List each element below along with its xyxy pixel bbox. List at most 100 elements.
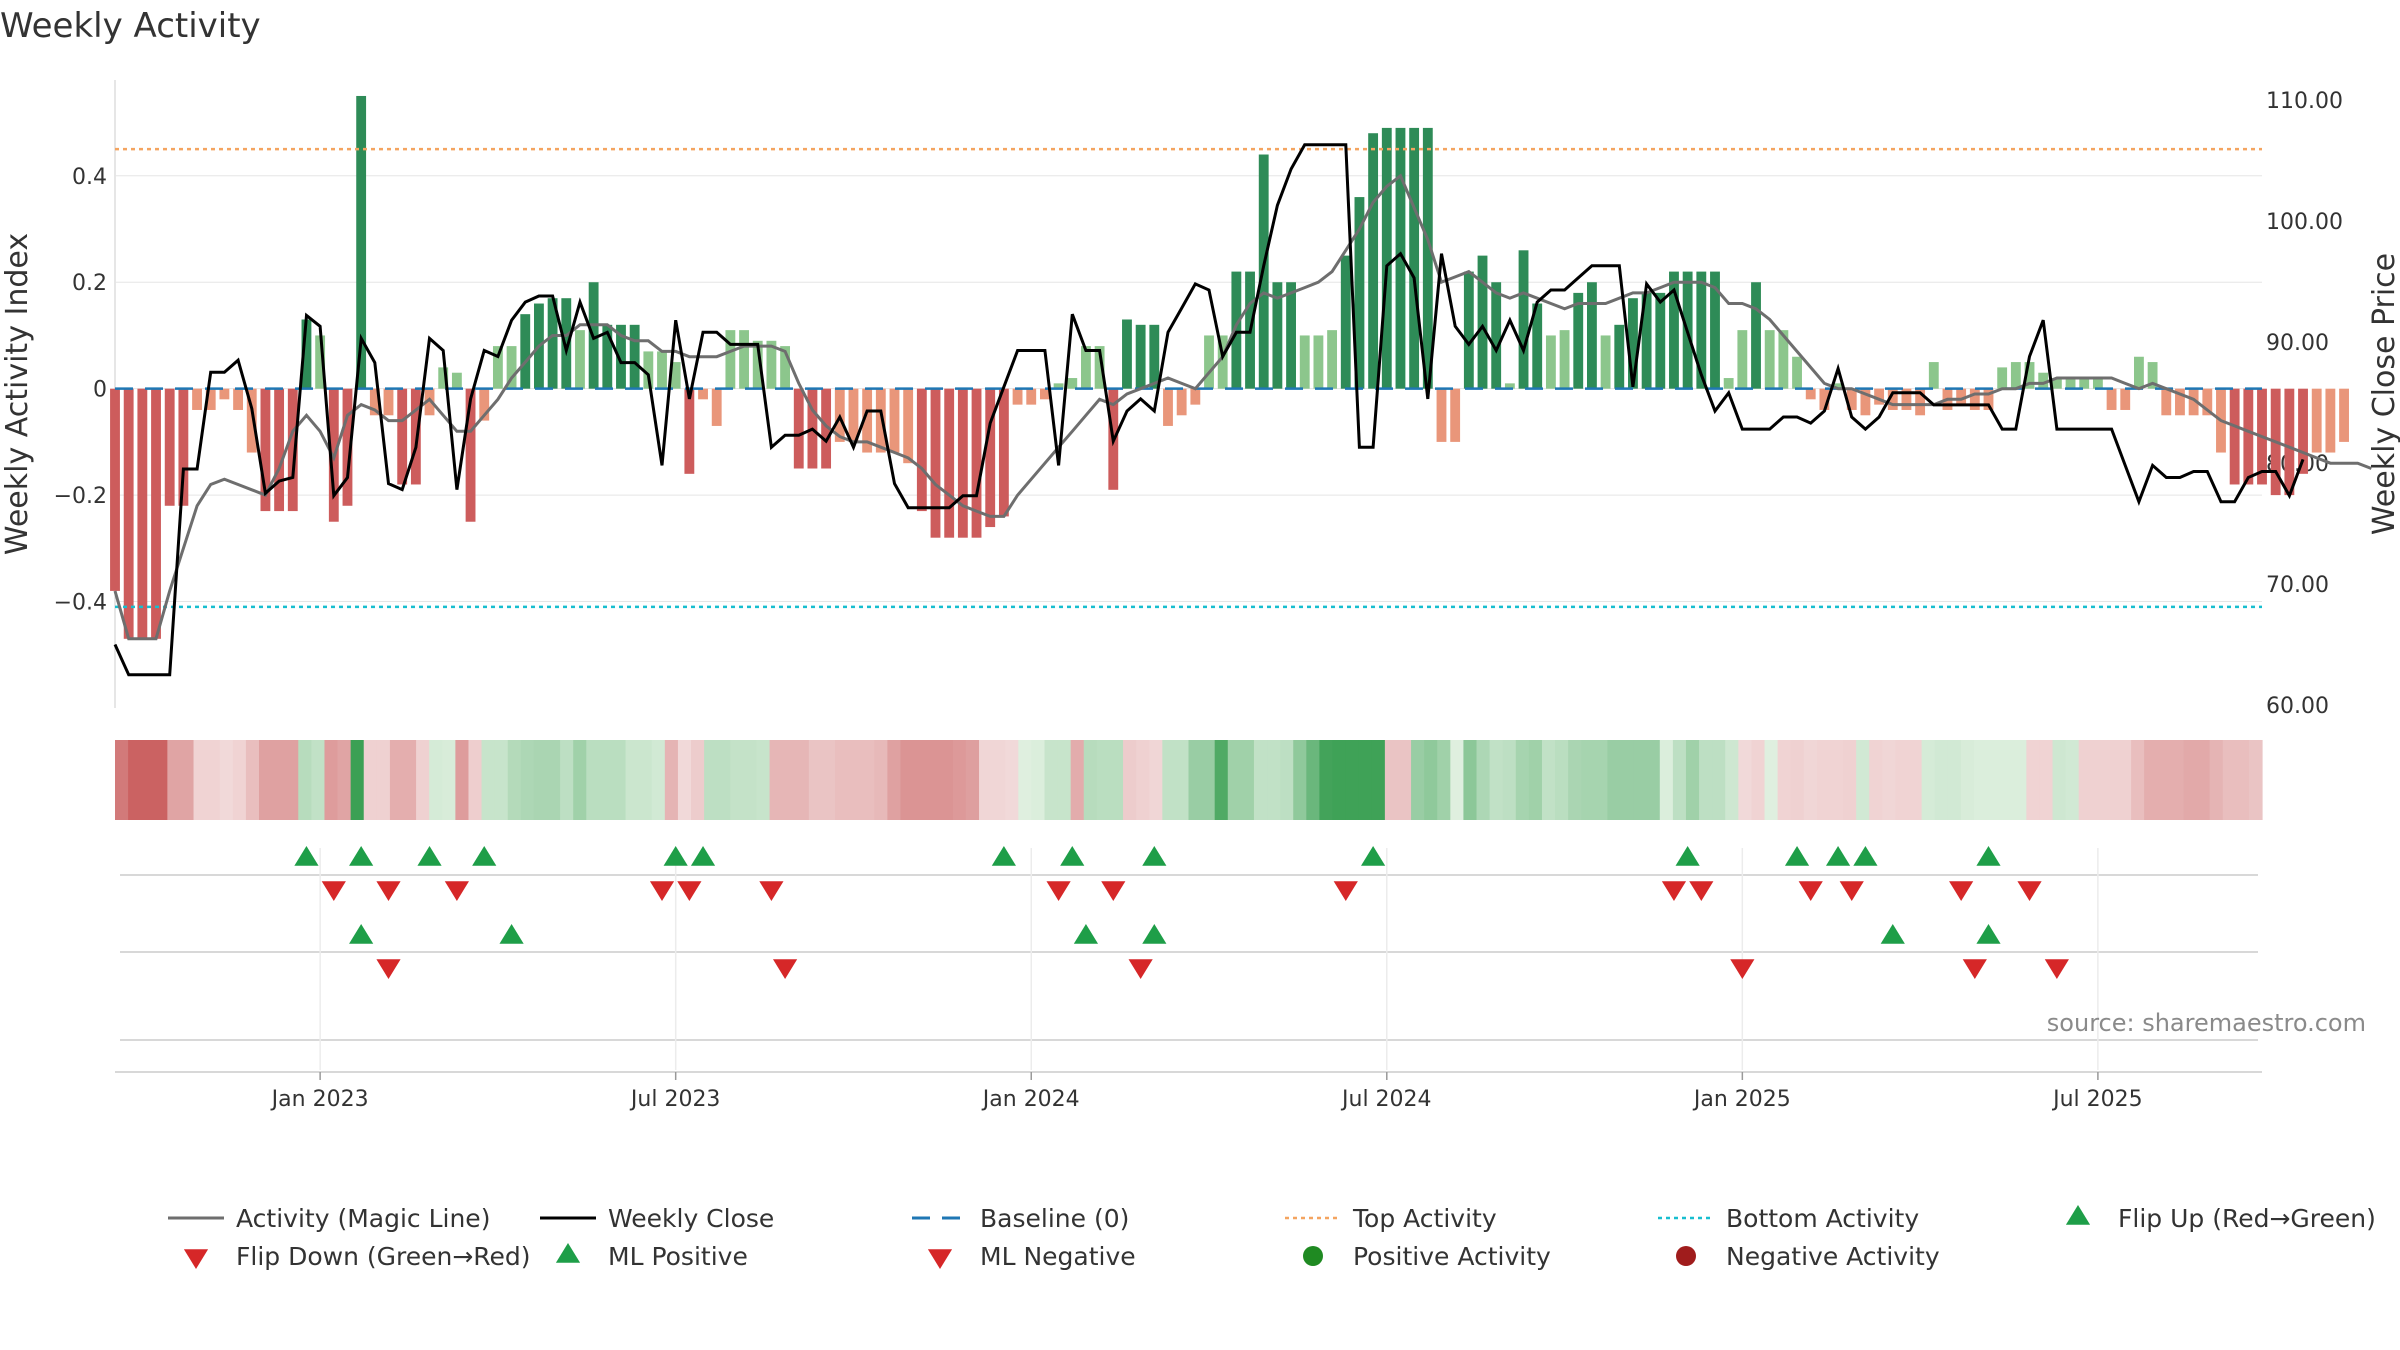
heat-strip-cell (1764, 740, 1779, 820)
heat-strip-cell (245, 740, 260, 820)
flip-up-marker (1853, 846, 1878, 866)
activity-bar (1504, 383, 1515, 389)
flip-down-marker (444, 881, 469, 901)
activity-bar (916, 388, 927, 512)
heat-strip-cell (2013, 740, 2027, 820)
activity-bar (1463, 271, 1474, 389)
heat-strip-cell (455, 740, 470, 820)
heat-strip-cell (913, 740, 928, 820)
activity-bar (260, 388, 271, 512)
activity-bar (1081, 346, 1091, 389)
activity-bar (164, 388, 175, 506)
heat-strip-cell (376, 740, 391, 820)
activity-bar (616, 324, 626, 389)
activity-bar (356, 95, 367, 389)
activity-bar (930, 388, 941, 538)
legend-item: Bottom Activity (1658, 1204, 1919, 1233)
activity-bar (1710, 271, 1720, 389)
legend-label: Bottom Activity (1726, 1204, 1919, 1233)
legend-label: Baseline (0) (980, 1204, 1129, 1233)
heat-strip-cell (1895, 740, 1910, 820)
activity-bar (752, 340, 763, 389)
activity-bar (342, 388, 353, 506)
heat-strip-cell (1332, 740, 1347, 820)
activity-bar (1518, 250, 1529, 389)
activity-bar (2106, 388, 2117, 410)
weekly-close-series (113, 143, 2305, 677)
heat-strip-cell (1175, 740, 1190, 820)
activity-bar (711, 388, 722, 426)
heat-strip-cell (1685, 740, 1700, 820)
activity-bar (506, 346, 517, 389)
activity-bar (2202, 388, 2213, 416)
activity-bar (1012, 388, 1023, 405)
heat-strip-cell (520, 740, 535, 820)
heat-strip-cell (1109, 740, 1124, 820)
ml-positive-marker (349, 924, 374, 944)
heat-strip-cell (1424, 740, 1438, 820)
activity-bar (137, 388, 148, 639)
heat-strip-cell (887, 740, 902, 820)
heat-strip-cell (1201, 740, 1216, 820)
activity-bar (1409, 127, 1420, 389)
activity-bar (1655, 292, 1666, 389)
heat-strip-cell (1149, 740, 1163, 820)
legend-swatch-tri-down (183, 1249, 209, 1269)
heat-strip-cell (206, 740, 221, 820)
legend-item: Weekly Close (540, 1204, 774, 1233)
activity-bar (205, 388, 216, 410)
activity-bar (1915, 388, 1926, 416)
flip-down-marker (1046, 881, 1071, 901)
legend-swatch-tri-up (555, 1243, 581, 1263)
activity-bar (1122, 319, 1132, 389)
activity-bar (2311, 388, 2322, 453)
flip-up-marker (294, 846, 319, 866)
heat-strip-cell (2209, 740, 2224, 820)
heat-strip-cell (1214, 740, 1229, 820)
heat-strip-cell (533, 740, 548, 820)
legend-item: Positive Activity (1303, 1242, 1551, 1271)
heat-strip-cell (965, 740, 980, 820)
flip-down-marker (321, 881, 346, 901)
heat-strip-cell (1162, 740, 1177, 820)
activity-bar (1792, 356, 1802, 389)
heat-strip-cell (350, 740, 365, 820)
heat-strip-cell (337, 740, 352, 820)
heat-strip-cell (1816, 740, 1831, 820)
ml-positive-marker (1880, 924, 1905, 944)
activity-bar (274, 388, 285, 512)
heat-strip-cell (167, 740, 182, 820)
legend-label: Activity (Magic Line) (236, 1204, 490, 1233)
activity-bar (2175, 388, 2185, 416)
activity-bar (1887, 388, 1898, 410)
heat-strip-cell (782, 740, 797, 820)
heat-strip-cell (1882, 740, 1897, 820)
heat-strip-cell (1450, 740, 1465, 820)
activity-bar (957, 388, 968, 538)
heat-strip-cell (2235, 740, 2250, 820)
flip-down-marker (2017, 881, 2042, 901)
activity-bar (1327, 330, 1338, 389)
y-right-tick-label: 90.00 (2266, 331, 2329, 356)
legend-item: Flip Up (Red→Green) (2065, 1204, 2376, 1233)
activity-bar (1723, 378, 1734, 389)
heat-strip-cell (599, 740, 614, 820)
heat-strip-cell (2065, 740, 2080, 820)
legend-label: ML Positive (608, 1242, 748, 1271)
activity-bar (451, 372, 462, 389)
activity-bar (575, 330, 585, 389)
legend-label: ML Negative (980, 1242, 1136, 1271)
y-left-tick-label: 0.4 (72, 165, 107, 190)
activity-bar (2161, 388, 2172, 416)
ml-positive-marker (1073, 924, 1099, 944)
activity-bar (1286, 282, 1296, 389)
flip-down-marker (1101, 881, 1126, 901)
heat-strip-cell (2144, 740, 2158, 820)
activity-bar (2079, 378, 2090, 389)
heat-strip-cell (1555, 740, 1569, 820)
heat-strip-cell (926, 740, 941, 820)
heat-strip-cell (1829, 740, 1844, 820)
heat-strip-cell (481, 740, 496, 820)
activity-bar (1860, 388, 1871, 416)
